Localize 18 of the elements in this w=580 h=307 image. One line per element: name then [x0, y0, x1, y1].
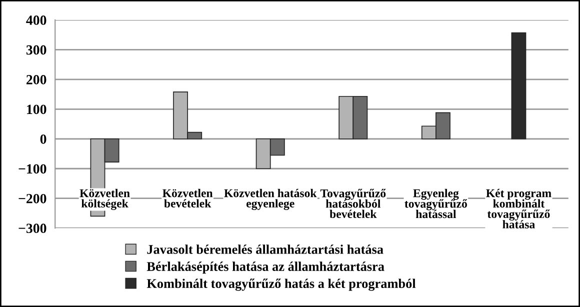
y-tick-label: 300	[26, 45, 46, 55]
y-tick-label: −100	[18, 164, 46, 174]
y-tick-label: 0	[40, 134, 46, 144]
x-tick-label: Közvetlen költségek	[80, 188, 130, 210]
y-tick-label: −300	[18, 224, 46, 234]
x-tick-label: Közvetlen hatások egyenlege	[224, 188, 317, 210]
x-tick-label: Tovagyűrűző hatásokból bevételek	[320, 188, 386, 218]
bar	[511, 32, 526, 140]
y-tick-label: −200	[18, 194, 46, 204]
x-tick-label: Közvetlen bevételek	[162, 188, 213, 208]
y-tick-label: 200	[26, 75, 46, 84]
y-tick-label: 400	[26, 16, 46, 25]
y-tick-label: 100	[27, 104, 46, 114]
legend-label: Kombinált tovagyűrűző hatás a két programból	[146, 278, 416, 291]
x-tick-label: Két program kombinált tovagyűrűző hatása	[486, 188, 552, 228]
legend-label: Bérlakásépítés hatása az államháztartásra	[146, 262, 384, 274]
legend-label: Javasolt béremelés államháztartási hatása	[147, 244, 384, 254]
x-tick-label: Egyenleg tovagyűrűző hatással	[404, 188, 468, 218]
